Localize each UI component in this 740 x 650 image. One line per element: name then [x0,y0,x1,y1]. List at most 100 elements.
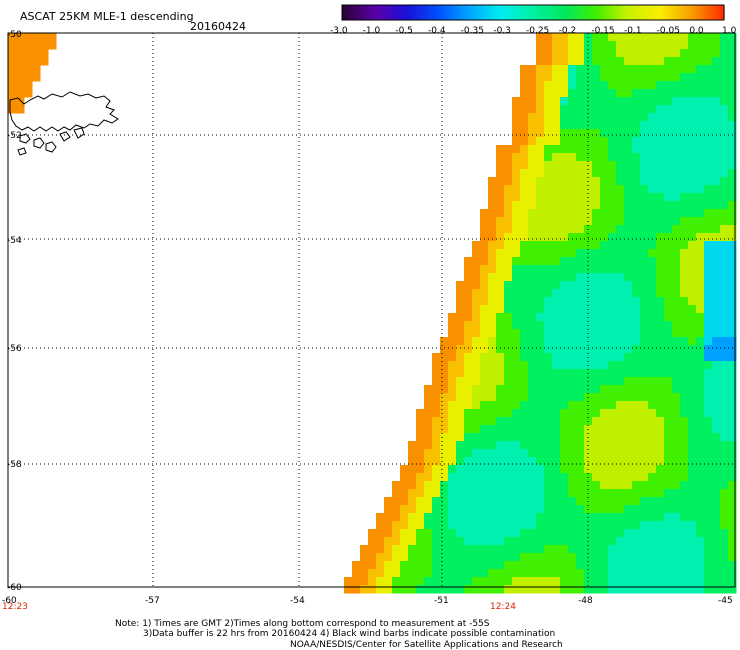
data-cell [552,329,561,338]
colorbar-label: 1.0 [722,26,737,36]
data-cell [616,401,625,410]
data-cell [504,297,513,306]
data-cell [616,489,625,498]
data-cell [608,537,617,546]
colorbar-segment [609,5,614,20]
data-cell [624,545,633,554]
data-cell [560,209,569,218]
data-cell [656,257,665,266]
data-cell [680,569,689,578]
data-cell [640,561,649,570]
data-cell [648,569,657,578]
footer-note-2: 3)Data buffer is 22 hrs from 20160424 4)… [143,629,555,639]
data-cell [624,457,633,466]
data-cell [648,361,657,370]
data-cell [672,41,681,50]
data-cell [48,33,57,42]
data-cell [680,361,689,370]
data-cell [624,233,633,242]
data-cell [496,441,505,450]
data-cell [544,489,553,498]
data-cell [544,433,553,442]
data-cell [536,273,545,282]
data-cell [544,313,553,322]
data-cell [488,457,497,466]
data-cell [416,513,425,522]
data-cell [648,89,657,98]
data-cell [496,417,505,426]
data-cell [512,257,521,266]
data-cell [632,177,641,186]
data-cell [440,521,449,530]
data-cell [616,537,625,546]
data-cell [568,161,577,170]
data-cell [512,569,521,578]
data-cell [664,545,673,554]
data-cell [640,89,649,98]
data-cell [496,497,505,506]
data-cell [632,129,641,138]
data-cell [440,545,449,554]
data-cell [536,169,545,178]
data-cell [368,553,377,562]
data-cell [448,401,457,410]
data-cell [552,385,561,394]
data-cell [24,49,33,58]
data-cell [624,185,633,194]
data-cell [648,113,657,122]
data-cell [704,41,713,50]
data-cell [496,537,505,546]
data-cell [512,121,521,130]
data-cell [520,409,529,418]
data-cell [544,33,553,42]
data-cell [728,193,737,202]
colorbar-segment [638,5,642,20]
data-cell [536,97,545,106]
data-cell [696,65,705,74]
data-cell [600,257,609,266]
data-cell [416,489,425,498]
data-cell [496,569,505,578]
data-cell [8,49,17,58]
data-cell [624,465,633,474]
data-cell [624,481,633,490]
data-cell [672,233,681,242]
data-cell [608,49,617,58]
data-cell [616,425,625,434]
data-cell [640,465,649,474]
data-cell [680,169,689,178]
data-cell [552,297,561,306]
data-cell [24,89,33,98]
data-cell [608,65,617,74]
data-cell [520,497,529,506]
data-cell [712,481,721,490]
data-cell [576,73,585,82]
data-cell [496,145,505,154]
data-cell [592,297,601,306]
data-cell [504,537,513,546]
colorbar-segment [437,5,442,20]
data-cell [464,425,473,434]
data-cell [512,129,521,138]
data-cell [528,537,537,546]
data-cell [464,409,473,418]
data-cell [576,233,585,242]
data-cell [24,73,33,82]
data-cell [600,185,609,194]
data-cell [616,33,625,42]
data-cell [616,393,625,402]
data-cell [624,41,633,50]
data-cell [704,81,713,90]
data-cell [640,289,649,298]
data-cell [472,313,481,322]
data-cell [536,361,545,370]
data-cell [720,577,729,586]
data-cell [664,313,673,322]
data-cell [592,49,601,58]
colorbar-segment [628,5,633,20]
data-cell [616,577,625,586]
data-cell [600,481,609,490]
data-cell [640,417,649,426]
data-cell [656,81,665,90]
data-cell [720,369,729,378]
